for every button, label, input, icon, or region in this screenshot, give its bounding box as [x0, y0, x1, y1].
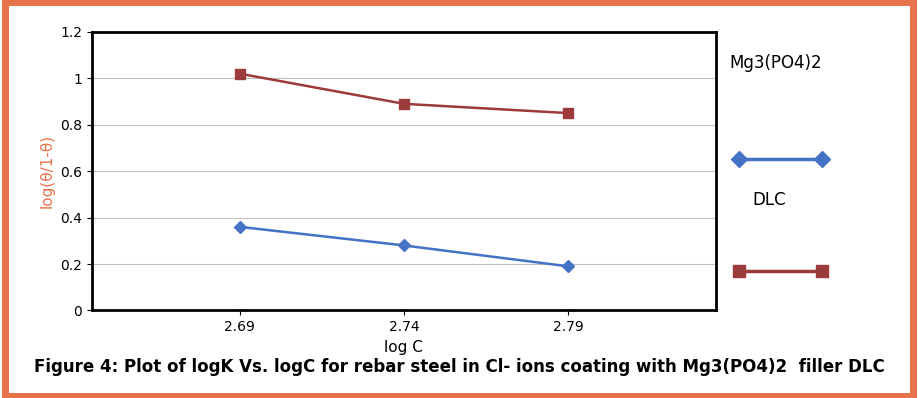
X-axis label: log C: log C — [385, 340, 423, 355]
Text: DLC: DLC — [753, 191, 787, 209]
Text: Mg3(PO4)2: Mg3(PO4)2 — [730, 54, 823, 72]
Y-axis label: log(θ/1-θ): log(θ/1-θ) — [39, 134, 54, 208]
Text: Figure 4: Plot of logK Vs. logC for rebar steel in Cl- ions coating with Mg3(PO4: Figure 4: Plot of logK Vs. logC for reba… — [34, 358, 884, 376]
